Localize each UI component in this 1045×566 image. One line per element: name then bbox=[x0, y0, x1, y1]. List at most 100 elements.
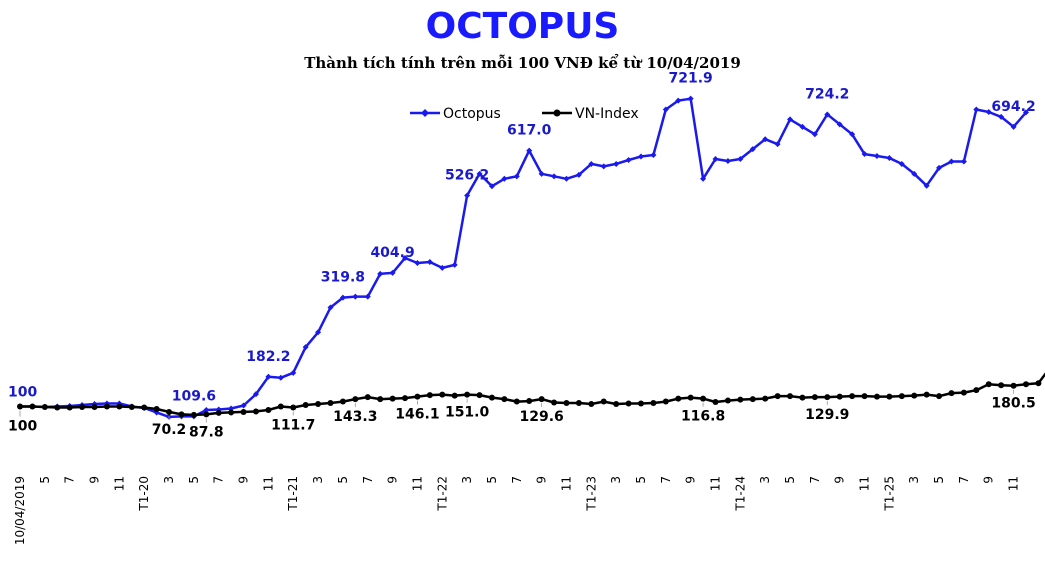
data-point-vnindex bbox=[749, 396, 756, 403]
legend-label-octopus: Octopus bbox=[443, 106, 501, 122]
x-tick-label: 7 bbox=[63, 476, 77, 484]
data-point-octopus bbox=[352, 293, 359, 300]
data-point-vnindex bbox=[724, 397, 731, 404]
x-tick-label: T1-25 bbox=[882, 476, 896, 512]
data-point-octopus bbox=[265, 373, 272, 380]
data-point-vnindex bbox=[91, 403, 98, 410]
data-point-octopus bbox=[724, 157, 731, 164]
data-point-vnindex bbox=[54, 404, 61, 411]
data-label-octopus: 694.2 bbox=[991, 99, 1035, 115]
x-tick-label: 7 bbox=[957, 476, 971, 484]
data-point-vnindex bbox=[17, 403, 23, 410]
x-tick-label: 5 bbox=[187, 476, 201, 484]
data-point-vnindex bbox=[936, 393, 943, 400]
data-point-octopus bbox=[327, 304, 334, 311]
data-point-octopus bbox=[402, 255, 409, 261]
x-tick-label: 9 bbox=[237, 476, 251, 484]
x-tick-label: 3 bbox=[162, 476, 176, 484]
data-point-octopus bbox=[501, 175, 508, 182]
x-tick-label: 3 bbox=[311, 476, 325, 484]
data-point-octopus bbox=[613, 160, 620, 167]
data-point-vnindex bbox=[1035, 380, 1042, 387]
data-point-vnindex bbox=[352, 396, 359, 403]
data-point-vnindex bbox=[985, 381, 992, 388]
data-point-vnindex bbox=[526, 398, 533, 405]
data-point-vnindex bbox=[203, 411, 210, 418]
data-point-vnindex bbox=[973, 387, 980, 394]
data-point-vnindex bbox=[836, 393, 843, 400]
chart-title: OCTOPUS bbox=[425, 6, 620, 47]
data-label-vnindex: 129.6 bbox=[519, 409, 563, 425]
legend-marker-vnindex bbox=[553, 109, 561, 117]
data-point-octopus bbox=[563, 175, 570, 182]
data-point-octopus bbox=[650, 152, 657, 159]
data-point-vnindex bbox=[66, 404, 73, 411]
data-label-vnindex: 143.3 bbox=[333, 409, 377, 425]
x-tick-label: 11 bbox=[709, 476, 723, 491]
data-point-octopus bbox=[302, 344, 309, 351]
x-tick-label: 3 bbox=[907, 476, 921, 484]
data-point-vnindex bbox=[451, 392, 458, 399]
data-point-vnindex bbox=[116, 403, 123, 410]
data-point-vnindex bbox=[252, 408, 259, 415]
data-point-vnindex bbox=[675, 395, 682, 402]
data-label-vnindex: 87.8 bbox=[189, 424, 224, 440]
data-point-vnindex bbox=[402, 395, 409, 402]
data-point-vnindex bbox=[377, 396, 384, 403]
data-point-vnindex bbox=[464, 391, 471, 398]
data-point-vnindex bbox=[923, 391, 930, 398]
x-tick-label: 7 bbox=[510, 476, 524, 484]
data-point-vnindex bbox=[29, 403, 36, 410]
data-point-vnindex bbox=[339, 398, 346, 405]
x-tick-label: 11 bbox=[410, 476, 424, 491]
x-tick-label: 3 bbox=[758, 476, 772, 484]
data-label-vnindex: 180.5 bbox=[991, 396, 1035, 412]
data-point-vnindex bbox=[79, 403, 86, 410]
data-point-vnindex bbox=[575, 400, 582, 407]
data-point-vnindex bbox=[687, 394, 694, 401]
data-point-octopus bbox=[811, 131, 818, 138]
data-point-octopus bbox=[476, 170, 483, 177]
series-line-octopus bbox=[20, 97, 1027, 419]
chart-subtitle: Thành tích tính trên mỗi 100 VNĐ kể từ 1… bbox=[304, 54, 741, 72]
data-point-octopus bbox=[712, 156, 719, 162]
data-point-octopus bbox=[377, 270, 384, 277]
data-point-octopus bbox=[513, 173, 520, 180]
data-point-octopus bbox=[575, 171, 582, 178]
x-tick-label: 7 bbox=[808, 476, 822, 484]
data-point-octopus bbox=[414, 259, 421, 266]
data-point-vnindex bbox=[228, 409, 235, 416]
x-tick-label: 5 bbox=[485, 476, 499, 484]
x-tick-label: T1-21 bbox=[286, 476, 300, 512]
data-point-octopus bbox=[439, 264, 446, 271]
data-point-octopus bbox=[339, 294, 346, 301]
data-label-octopus: 100 bbox=[8, 385, 37, 401]
legend-marker-octopus bbox=[421, 109, 429, 117]
data-label-octopus: 617.0 bbox=[507, 123, 552, 139]
data-point-vnindex bbox=[128, 403, 135, 410]
data-point-octopus bbox=[315, 329, 322, 336]
data-point-octopus bbox=[774, 141, 781, 148]
data-point-octopus bbox=[973, 106, 980, 113]
data-point-octopus bbox=[277, 374, 284, 381]
data-point-vnindex bbox=[662, 398, 669, 405]
data-point-vnindex bbox=[389, 395, 396, 402]
data-point-octopus bbox=[849, 131, 856, 138]
x-tick-label: T1-24 bbox=[733, 476, 747, 512]
data-point-vnindex bbox=[998, 382, 1005, 389]
data-point-vnindex bbox=[551, 399, 558, 406]
x-tick-label: 9 bbox=[535, 476, 549, 484]
x-tick-label: 7 bbox=[361, 476, 375, 484]
data-point-octopus bbox=[538, 170, 545, 177]
data-point-vnindex bbox=[700, 395, 707, 402]
x-tick-label: 5 bbox=[932, 476, 946, 484]
data-point-octopus bbox=[886, 155, 893, 162]
data-point-octopus bbox=[687, 95, 694, 102]
x-tick-label: 9 bbox=[684, 476, 698, 484]
series-layer bbox=[17, 95, 1045, 420]
data-point-vnindex bbox=[1023, 381, 1029, 388]
data-point-octopus bbox=[240, 402, 247, 409]
data-label-octopus: 404.9 bbox=[370, 245, 414, 261]
data-point-vnindex bbox=[364, 394, 371, 401]
